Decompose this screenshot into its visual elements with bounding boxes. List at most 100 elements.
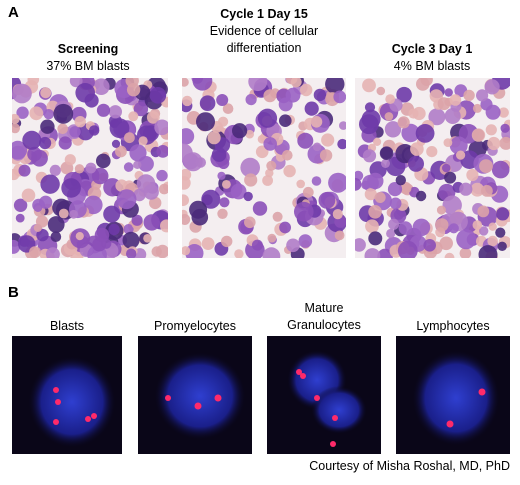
cell	[75, 232, 84, 241]
cell	[57, 123, 68, 135]
cell	[500, 123, 510, 133]
cell	[251, 239, 263, 251]
cell	[328, 172, 346, 193]
cell	[423, 239, 436, 252]
cell	[115, 179, 128, 192]
cell	[321, 133, 335, 147]
cell	[122, 231, 140, 249]
cell	[12, 113, 20, 125]
cell	[222, 180, 231, 189]
cell	[240, 157, 260, 178]
cell	[396, 86, 412, 103]
cell	[448, 223, 459, 234]
cell	[156, 145, 168, 158]
cell	[401, 123, 420, 143]
image-title: Cycle 1 Day 15	[220, 7, 308, 21]
cell	[109, 118, 130, 138]
cell	[499, 136, 510, 150]
cell	[444, 252, 455, 258]
cell	[36, 228, 49, 242]
cell	[243, 191, 253, 202]
cell	[395, 175, 406, 186]
cell	[149, 196, 162, 210]
cell	[478, 245, 498, 258]
cell	[22, 130, 42, 150]
cell	[216, 94, 229, 106]
cell	[61, 178, 81, 198]
cell	[456, 229, 477, 250]
cell	[444, 171, 457, 184]
cell	[359, 114, 379, 135]
cell	[13, 198, 28, 212]
cell	[126, 248, 137, 258]
cell	[69, 209, 78, 219]
cell	[332, 209, 343, 220]
cell	[364, 248, 381, 258]
cell	[16, 106, 29, 119]
cell	[128, 111, 139, 122]
cell	[138, 136, 148, 146]
cell	[266, 160, 277, 171]
cell	[40, 174, 60, 194]
cell	[39, 136, 52, 150]
cell	[337, 138, 346, 150]
cell	[211, 147, 227, 162]
cell	[368, 231, 383, 246]
cell	[58, 136, 72, 150]
cell	[15, 213, 25, 223]
cell	[49, 164, 61, 176]
cell	[29, 246, 41, 258]
cell	[84, 195, 103, 215]
cell	[355, 177, 362, 191]
cell	[497, 241, 507, 251]
cell	[459, 182, 473, 196]
cell	[495, 227, 506, 238]
cell	[296, 179, 305, 189]
cell	[58, 208, 69, 219]
panel-label: B	[8, 284, 19, 301]
cell	[12, 83, 32, 104]
cell	[45, 247, 60, 258]
cell	[207, 131, 221, 145]
cell	[397, 116, 410, 129]
cell	[245, 129, 254, 139]
cell	[437, 97, 451, 111]
cell	[325, 78, 345, 94]
cell	[410, 142, 424, 156]
cell	[262, 247, 281, 258]
image-credit: Courtesy of Misha Roshal, MD, PhD	[309, 459, 510, 473]
cell	[279, 221, 291, 234]
cell	[365, 219, 379, 234]
cell	[263, 89, 277, 103]
cell	[485, 124, 497, 136]
cell	[27, 146, 42, 162]
cell	[182, 246, 191, 256]
cell	[123, 162, 134, 172]
cell	[479, 226, 489, 236]
cell	[47, 216, 65, 233]
cell	[53, 103, 74, 124]
cell	[183, 152, 203, 172]
cell	[89, 125, 100, 136]
cell	[129, 144, 147, 162]
cell	[408, 155, 424, 172]
cell	[487, 235, 498, 247]
cell	[374, 192, 386, 203]
cell	[101, 238, 112, 249]
cell	[283, 164, 296, 178]
cell	[126, 83, 141, 97]
cell	[12, 123, 20, 134]
cell	[386, 228, 396, 239]
cell	[364, 188, 377, 201]
cell	[485, 104, 501, 120]
cell	[339, 121, 346, 130]
cell	[69, 126, 81, 138]
cell	[313, 88, 327, 102]
cell	[496, 207, 510, 221]
column-heading: Cycle 1 Day 15 Evidence of cellular diff…	[184, 6, 344, 57]
cell	[300, 83, 313, 97]
cell	[29, 106, 44, 121]
cell	[182, 194, 189, 206]
cell	[364, 102, 376, 113]
cell	[75, 83, 95, 103]
